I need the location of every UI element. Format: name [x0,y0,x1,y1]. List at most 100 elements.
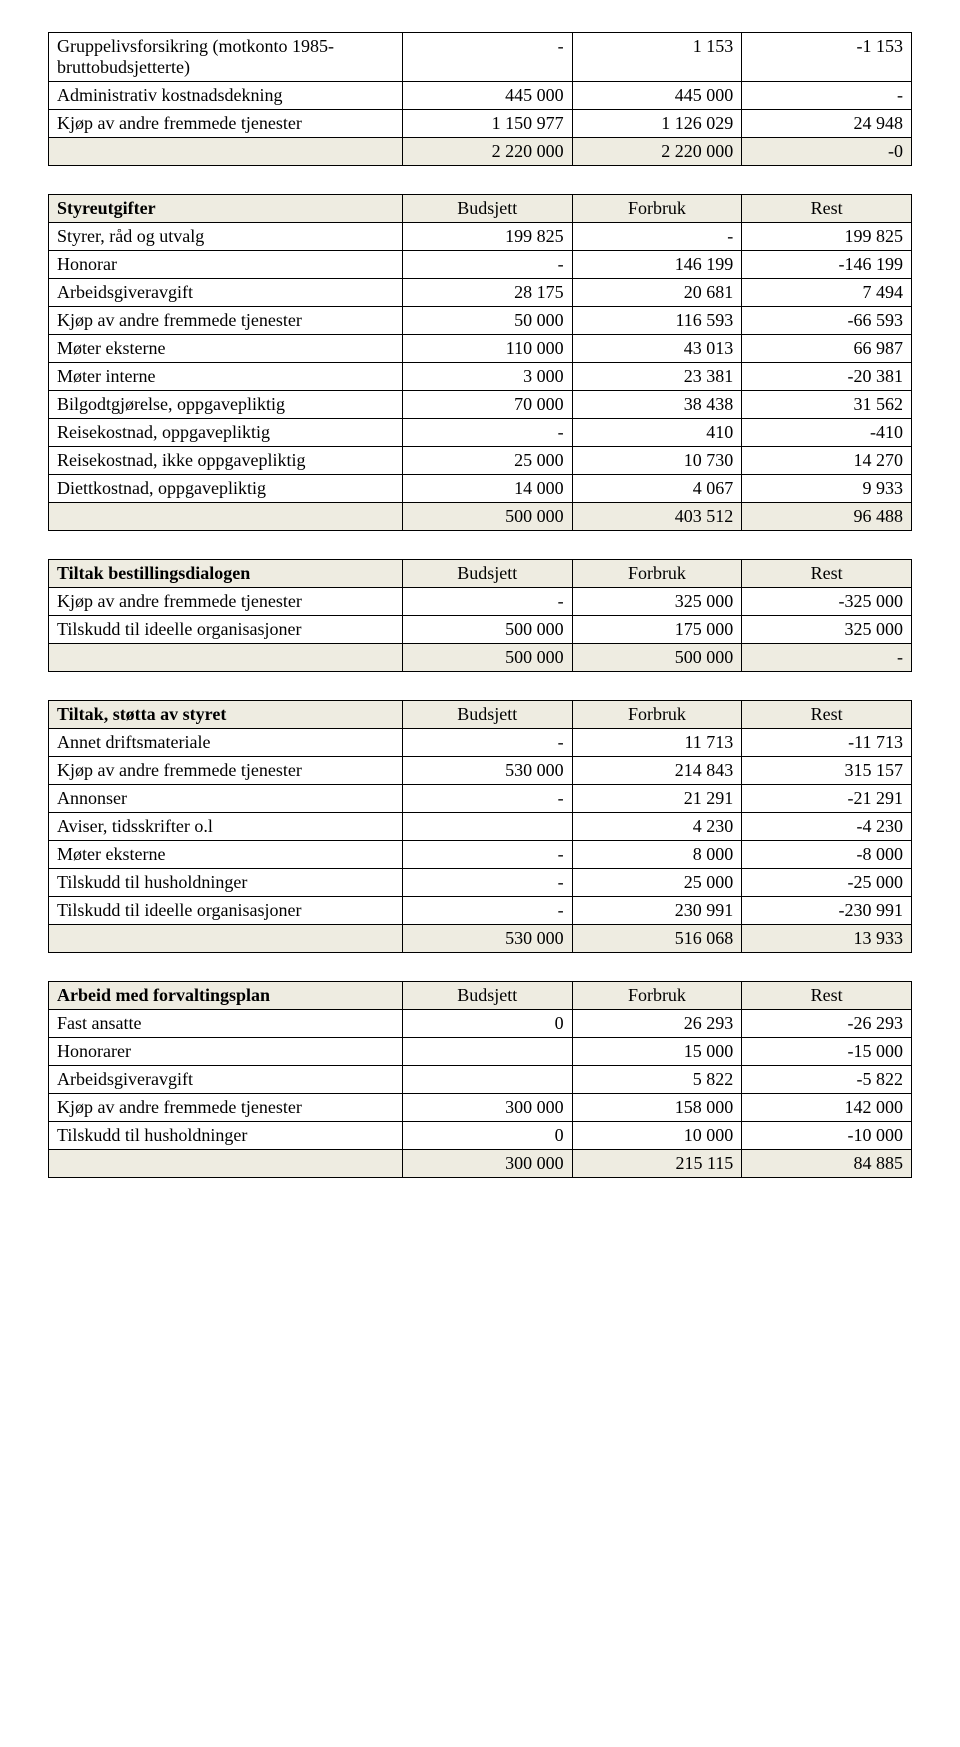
header-usage: Forbruk [572,195,742,223]
table-row: Reisekostnad, ikke oppgavepliktig25 0001… [49,447,912,475]
cell-usage: 26 293 [572,1010,742,1038]
row-label: Kjøp av andre fremmede tjenester [49,1094,403,1122]
cell-budget: - [402,588,572,616]
cell-budget: - [402,841,572,869]
total-budget: 300 000 [402,1150,572,1178]
total-usage: 2 220 000 [572,138,742,166]
cell-rest: 66 987 [742,335,912,363]
cell-budget: 25 000 [402,447,572,475]
header-label: Styreutgifter [49,195,403,223]
budget-table-tiltak-bestilling: Tiltak bestillingsdialogen Budsjett Forb… [48,559,912,672]
cell-budget: 3 000 [402,363,572,391]
row-label: Honorarer [49,1038,403,1066]
cell-budget: 0 [402,1122,572,1150]
row-label: Tilskudd til husholdninger [49,869,403,897]
budget-table-tiltak-styret: Tiltak, støtta av styret Budsjett Forbru… [48,700,912,953]
cell-rest: -21 291 [742,785,912,813]
row-label: Fast ansatte [49,1010,403,1038]
cell-usage: 10 730 [572,447,742,475]
row-label: Styrer, råd og utvalg [49,223,403,251]
header-rest: Rest [742,701,912,729]
header-budget: Budsjett [402,701,572,729]
row-label: Diettkostnad, oppgavepliktig [49,475,403,503]
cell-rest: -66 593 [742,307,912,335]
row-label: Annet driftsmateriale [49,729,403,757]
cell-rest: - [742,82,912,110]
row-label: Honorar [49,251,403,279]
cell-usage: 325 000 [572,588,742,616]
cell-rest: -1 153 [742,33,912,82]
cell-budget: 1 150 977 [402,110,572,138]
cell-budget: 300 000 [402,1094,572,1122]
row-label: Tilskudd til ideelle organisasjoner [49,616,403,644]
cell-rest: -20 381 [742,363,912,391]
cell-usage: 21 291 [572,785,742,813]
cell-budget: 0 [402,1010,572,1038]
cell-rest: 14 270 [742,447,912,475]
header-usage: Forbruk [572,560,742,588]
total-budget: 2 220 000 [402,138,572,166]
cell-usage: 230 991 [572,897,742,925]
header-rest: Rest [742,195,912,223]
table-row: Annonser-21 291-21 291 [49,785,912,813]
total-budget: 500 000 [402,503,572,531]
cell-rest: -5 822 [742,1066,912,1094]
cell-usage: 158 000 [572,1094,742,1122]
table-total-row: 300 000 215 115 84 885 [49,1150,912,1178]
cell-usage: 11 713 [572,729,742,757]
total-usage: 516 068 [572,925,742,953]
header-label: Tiltak, støtta av styret [49,701,403,729]
table-row: Styrer, råd og utvalg199 825-199 825 [49,223,912,251]
total-label [49,503,403,531]
cell-usage: 146 199 [572,251,742,279]
cell-usage: 5 822 [572,1066,742,1094]
cell-usage: 23 381 [572,363,742,391]
row-label: Kjøp av andre fremmede tjenester [49,110,403,138]
row-label: Arbeidsgiveravgift [49,1066,403,1094]
cell-rest: -4 230 [742,813,912,841]
cell-rest: -230 991 [742,897,912,925]
table-row: Annet driftsmateriale-11 713-11 713 [49,729,912,757]
table-row: Diettkostnad, oppgavepliktig14 0004 0679… [49,475,912,503]
cell-budget: 199 825 [402,223,572,251]
cell-rest: -15 000 [742,1038,912,1066]
cell-rest: -11 713 [742,729,912,757]
row-label: Gruppelivsforsikring (motkonto 1985- bru… [49,33,403,82]
table-row: Møter eksterne110 00043 01366 987 [49,335,912,363]
row-label: Kjøp av andre fremmede tjenester [49,307,403,335]
cell-rest: 142 000 [742,1094,912,1122]
total-label [49,138,403,166]
cell-budget: 500 000 [402,616,572,644]
table-row: Honorarer15 000-15 000 [49,1038,912,1066]
row-label: Arbeidsgiveravgift [49,279,403,307]
cell-rest: 325 000 [742,616,912,644]
table-row: Møter interne3 00023 381-20 381 [49,363,912,391]
table-row: Kjøp av andre fremmede tjenester300 0001… [49,1094,912,1122]
table-row: Tilskudd til husholdninger010 000-10 000 [49,1122,912,1150]
cell-usage: 1 126 029 [572,110,742,138]
row-label: Administrativ kostnadsdekning [49,82,403,110]
table-row: Kjøp av andre fremmede tjenester530 0002… [49,757,912,785]
cell-budget: 28 175 [402,279,572,307]
cell-budget: 445 000 [402,82,572,110]
table-row: Tilskudd til ideelle organisasjoner500 0… [49,616,912,644]
row-label: Tilskudd til ideelle organisasjoner [49,897,403,925]
budget-table-continuation: Gruppelivsforsikring (motkonto 1985- bru… [48,32,912,166]
cell-rest: -26 293 [742,1010,912,1038]
header-rest: Rest [742,560,912,588]
row-label: Møter eksterne [49,841,403,869]
table-row: Arbeidsgiveravgift 5 822-5 822 [49,1066,912,1094]
cell-usage: 43 013 [572,335,742,363]
cell-budget: - [402,897,572,925]
budget-table-styreutgifter: Styreutgifter Budsjett Forbruk Rest Styr… [48,194,912,531]
table-total-row: 2 220 000 2 220 000 -0 [49,138,912,166]
table-row: Tilskudd til ideelle organisasjoner-230 … [49,897,912,925]
table-row: Gruppelivsforsikring (motkonto 1985- bru… [49,33,912,82]
table-row: Tilskudd til husholdninger-25 000-25 000 [49,869,912,897]
total-rest: 13 933 [742,925,912,953]
cell-usage: 20 681 [572,279,742,307]
cell-usage: 116 593 [572,307,742,335]
total-usage: 215 115 [572,1150,742,1178]
cell-budget [402,1038,572,1066]
cell-budget [402,813,572,841]
